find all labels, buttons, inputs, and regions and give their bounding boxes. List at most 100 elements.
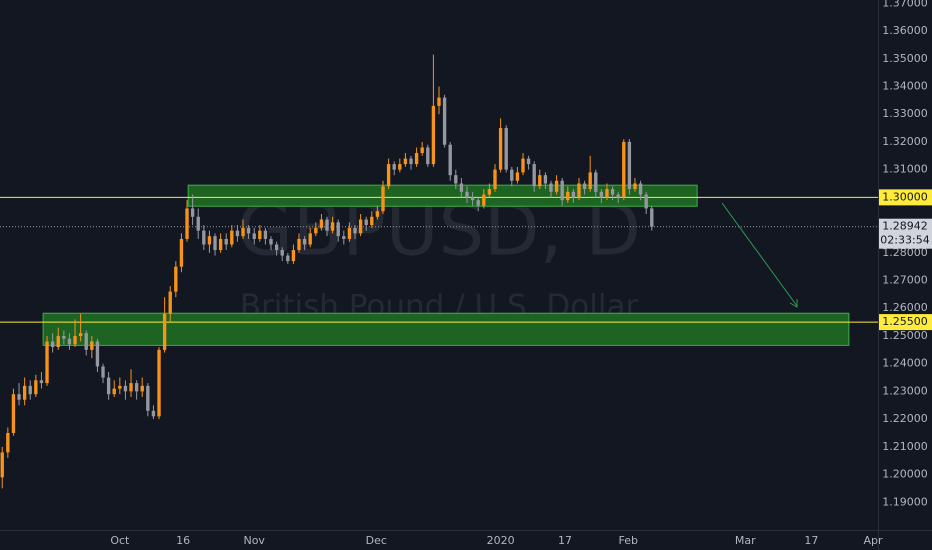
- candle-body: [409, 158, 413, 165]
- y-tick-label: 1.25000: [882, 329, 928, 342]
- y-tick-label: 1.34000: [882, 79, 928, 92]
- y-tick-label: 1.22000: [882, 412, 928, 425]
- candle-body: [112, 388, 116, 395]
- x-tick-label: Nov: [243, 534, 265, 547]
- candle-body: [543, 175, 548, 184]
- candle-body: [510, 169, 514, 181]
- candle-body: [291, 250, 296, 262]
- y-tick-label: 1.20000: [882, 468, 928, 481]
- zone: [187, 184, 698, 207]
- candle-body: [342, 236, 346, 239]
- candle-body: [280, 250, 284, 256]
- candle-body: [179, 238, 184, 267]
- candle-body: [420, 147, 424, 154]
- candle-body: [493, 169, 497, 190]
- candle-body: [56, 335, 60, 348]
- candle-body: [577, 183, 581, 198]
- candle-body: [353, 227, 357, 234]
- candle-body: [386, 164, 391, 187]
- candle-body: [258, 230, 262, 239]
- candle-body: [302, 238, 307, 245]
- candle-body: [314, 227, 318, 234]
- candle-body: [62, 335, 66, 339]
- candle-body: [218, 238, 223, 251]
- candle-body: [549, 183, 553, 192]
- candle-body: [235, 230, 240, 237]
- level-label-box: [879, 314, 932, 331]
- candle-body: [252, 233, 256, 239]
- candle-body: [118, 385, 122, 389]
- candle-body: [297, 238, 301, 251]
- candle-body: [566, 191, 570, 201]
- candle-body: [213, 236, 217, 251]
- candle-body: [22, 385, 27, 400]
- candle-body: [174, 266, 178, 292]
- candle-body: [482, 194, 486, 206]
- candle-body: [403, 158, 408, 165]
- x-tick-label: 2020: [487, 534, 515, 547]
- candle-body: [0, 452, 4, 478]
- candle-body: [123, 385, 128, 392]
- x-tick-label: 16: [176, 534, 190, 547]
- y-tick-label: 1.32000: [882, 135, 928, 148]
- candle-body: [347, 227, 352, 239]
- candle-body: [599, 191, 604, 198]
- candle-body: [426, 147, 430, 165]
- candle-body: [263, 230, 268, 239]
- candle-body: [274, 244, 279, 251]
- candle-body: [392, 164, 396, 170]
- candle-body: [498, 128, 503, 170]
- x-tick-label: Dec: [366, 534, 387, 547]
- x-tick-label: 17: [558, 534, 572, 547]
- candle-body: [246, 227, 251, 234]
- zones: [42, 184, 850, 346]
- zone: [42, 312, 850, 346]
- candle-body: [101, 366, 105, 378]
- candle-body: [230, 230, 234, 245]
- candle-body: [157, 349, 161, 417]
- candle-body: [588, 172, 592, 190]
- x-tick-label: Apr: [863, 534, 883, 547]
- candle-body: [308, 233, 312, 245]
- candle-body: [465, 191, 469, 198]
- candle-body: [185, 208, 189, 239]
- candle-body: [414, 153, 419, 165]
- candle-body: [134, 383, 139, 392]
- candle-body: [538, 175, 542, 187]
- candle-body: [146, 385, 150, 411]
- candle-body: [28, 385, 32, 395]
- candle-body: [73, 335, 77, 345]
- y-tick-label: 1.35000: [882, 52, 928, 65]
- candle-body: [90, 341, 94, 350]
- candle-body: [582, 183, 587, 190]
- candle-body: [532, 164, 536, 187]
- candle-body: [448, 144, 452, 176]
- candle-body: [470, 197, 475, 201]
- candle-body: [202, 230, 206, 245]
- candle-body: [207, 236, 212, 245]
- candle-body: [106, 377, 111, 395]
- candle-body: [650, 208, 654, 227]
- candle-body: [381, 186, 385, 212]
- axes: 1.19000 1.20000 1.21000 1.22000 1.23000 1.240…: [110, 0, 927, 547]
- candle-body: [627, 141, 632, 190]
- candle-body: [622, 141, 626, 198]
- candle-body: [67, 338, 72, 345]
- last-price-box: [879, 218, 932, 249]
- candle-body: [241, 227, 245, 237]
- candle-body: [594, 172, 598, 192]
- y-tick-label: 1.19000: [882, 495, 928, 508]
- x-tick-label: Feb: [619, 534, 638, 547]
- candle-body: [269, 238, 273, 245]
- y-tick-label: 1.24000: [882, 357, 928, 370]
- last-price-label: 1.28942: [882, 220, 928, 233]
- candle-body: [515, 172, 520, 181]
- candle-body: [84, 333, 88, 350]
- candle-body: [151, 410, 156, 417]
- level-label: 1.30000: [882, 190, 928, 203]
- y-tick-label: 1.26000: [882, 301, 928, 314]
- candle-body: [454, 175, 458, 184]
- y-tick-label: 1.31000: [882, 163, 928, 176]
